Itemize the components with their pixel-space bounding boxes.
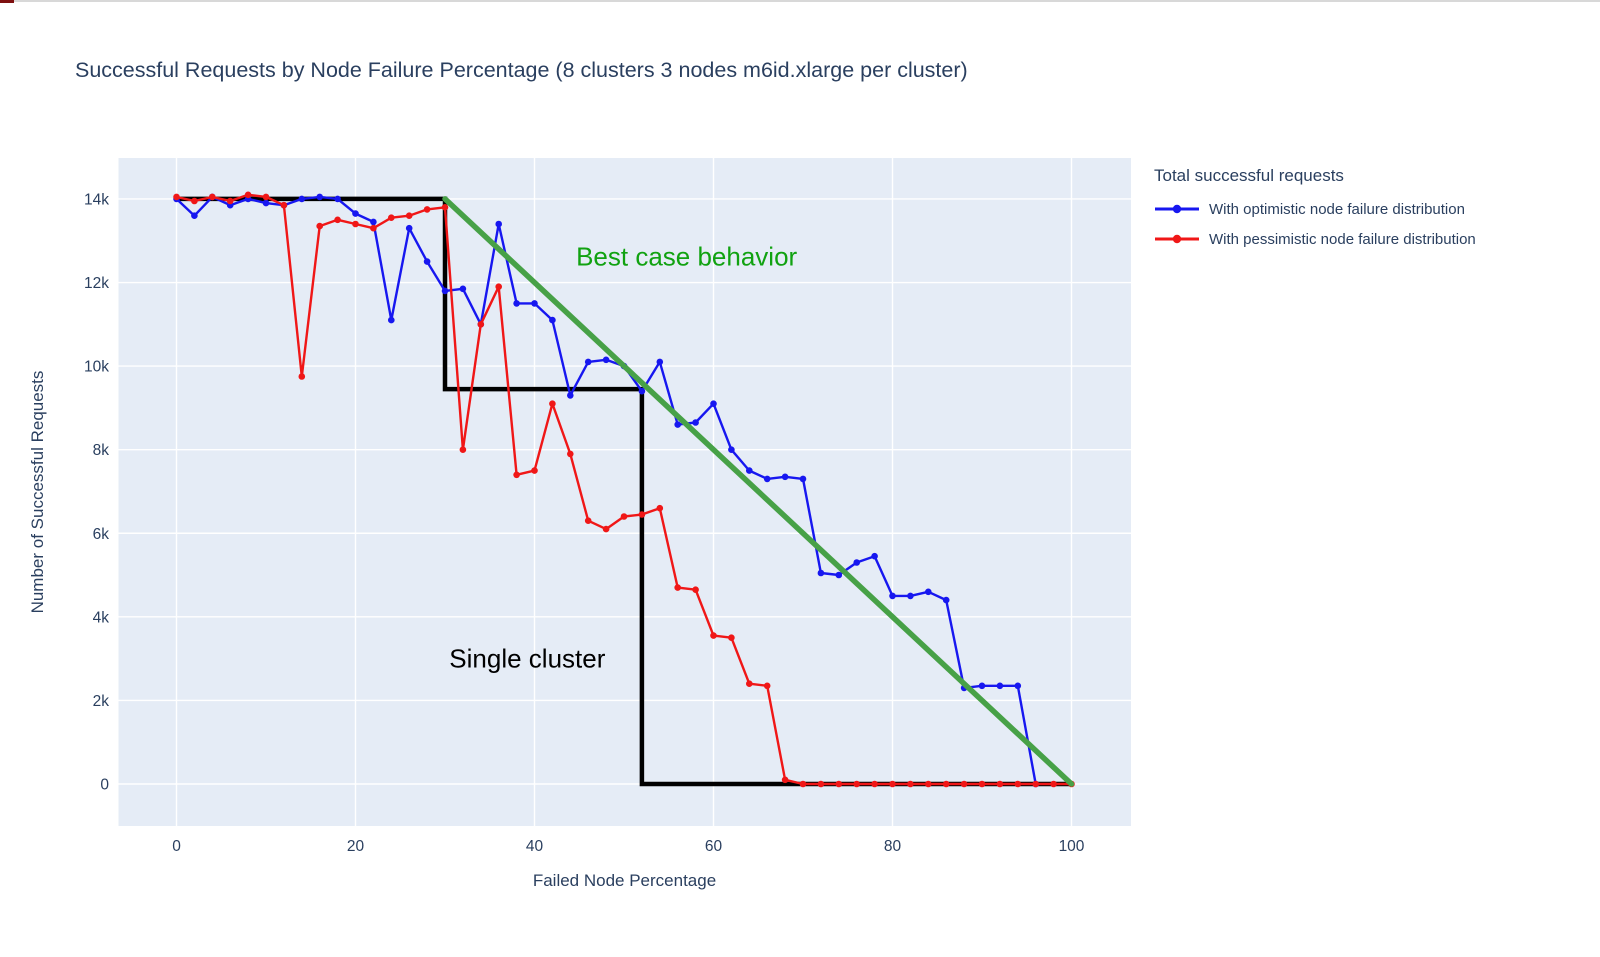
legend-item-optimistic[interactable]: With optimistic node failure distributio… [1154,194,1476,224]
x-axis-title: Failed Node Percentage [532,871,717,890]
best-case-line [442,196,1075,787]
svg-text:20: 20 [347,838,365,855]
svg-text:10k: 10k [84,359,109,376]
svg-text:80: 80 [884,838,902,855]
svg-text:0: 0 [172,838,181,855]
legend-title: Total successful requests [1154,166,1344,185]
pessimistic-series-markers [173,191,1075,788]
plot-area[interactable] [118,158,1132,826]
annotation-best-case: Best case behavior [576,241,798,272]
svg-text:14k: 14k [84,191,109,208]
annotation-single-cluster: Single cluster [449,643,606,674]
single-cluster-step-line [176,196,1072,787]
pessimistic-series-swatch-icon [1155,234,1199,244]
chart-title: Successful Requests by Node Failure Perc… [75,58,968,82]
legend-item-pessimistic[interactable]: With pessimistic node failure distributi… [1154,224,1476,254]
legend-item-optimistic-label: With optimistic node failure distributio… [1209,200,1465,218]
svg-text:6k: 6k [93,526,110,543]
svg-text:8k: 8k [93,442,110,459]
svg-text:60: 60 [705,838,723,855]
optimistic-series-swatch-icon [1155,204,1199,214]
svg-text:0: 0 [100,777,109,794]
svg-text:2k: 2k [93,693,110,710]
y-tick-labels: 0 2k 4k 6k 8k 10k 12k 14k [84,191,109,793]
legend: Total successful requests With optimisti… [1154,166,1476,254]
legend-item-pessimistic-label: With pessimistic node failure distributi… [1209,230,1476,248]
svg-text:12k: 12k [84,275,109,292]
top-border [0,0,1600,2]
y-axis-title: Number of Successful Requests [28,370,47,614]
svg-text:40: 40 [526,838,544,855]
x-gridlines [175,158,1073,826]
top-border-accent [0,0,14,3]
svg-text:100: 100 [1059,838,1085,855]
x-tick-labels: 0 20 40 60 80 100 [172,838,1085,855]
svg-text:4k: 4k [93,609,110,626]
